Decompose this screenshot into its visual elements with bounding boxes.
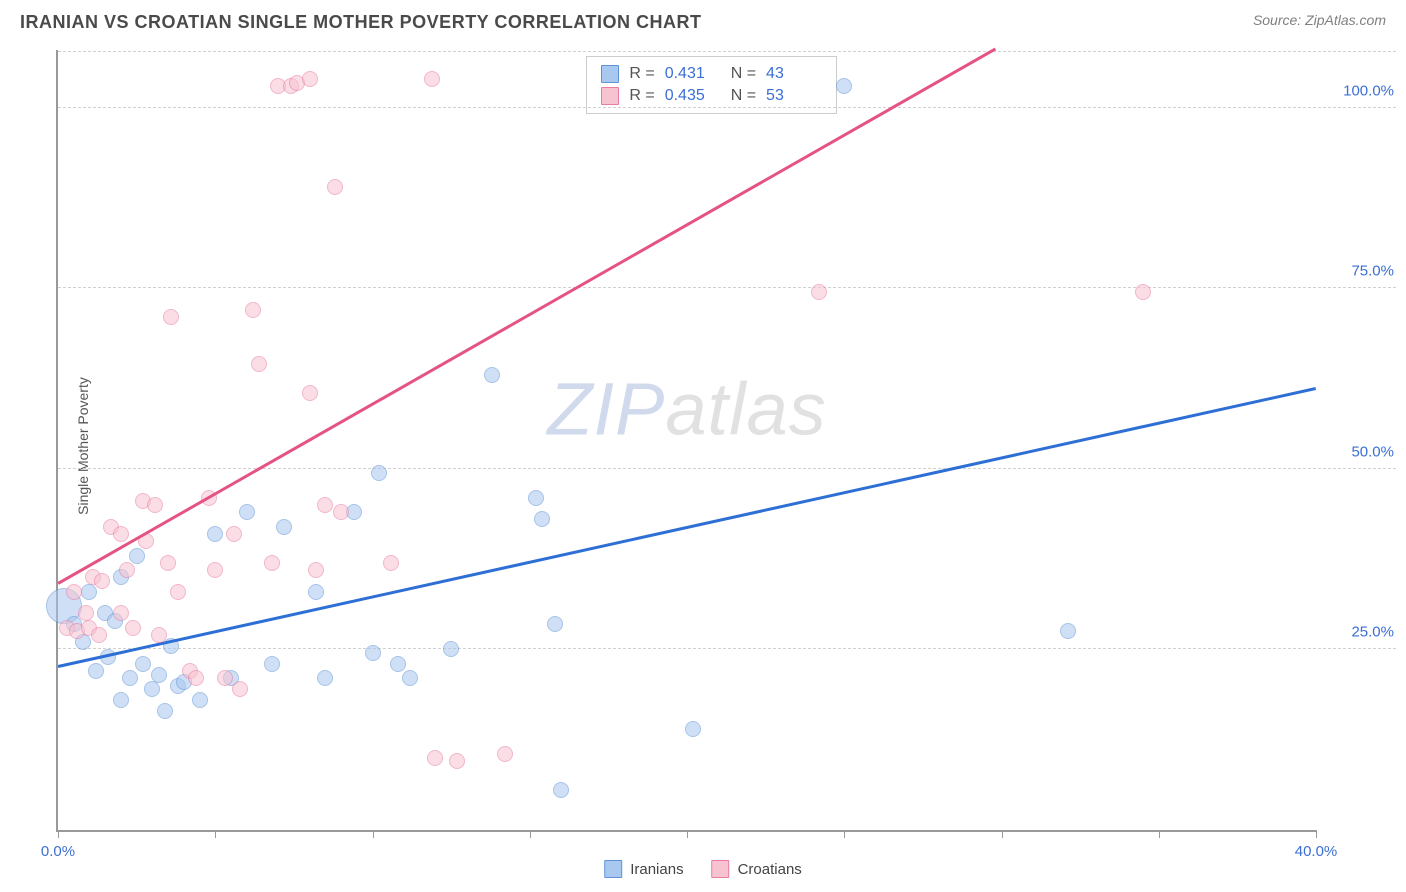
scatter-plot: ZIPatlas R = 0.431 N = 43 R = 0.435 N = … (56, 50, 1316, 832)
data-point (402, 670, 418, 686)
y-tick-label: 50.0% (1351, 443, 1394, 460)
chart-title: IRANIAN VS CROATIAN SINGLE MOTHER POVERT… (20, 12, 702, 33)
data-point (151, 627, 167, 643)
data-point (160, 555, 176, 571)
data-point (302, 71, 318, 87)
data-point (66, 584, 82, 600)
grid-line (58, 648, 1396, 649)
x-tick (1159, 830, 1160, 838)
data-point (365, 645, 381, 661)
data-point (94, 573, 110, 589)
data-point (427, 750, 443, 766)
data-point (264, 555, 280, 571)
x-tick (1002, 830, 1003, 838)
data-point (207, 562, 223, 578)
data-point (390, 656, 406, 672)
data-point (484, 367, 500, 383)
series-legend: Iranians Croatians (604, 860, 802, 878)
data-point (534, 511, 550, 527)
data-point (685, 721, 701, 737)
x-tick (687, 830, 688, 838)
y-tick-label: 25.0% (1351, 624, 1394, 641)
data-point (276, 519, 292, 535)
data-point (449, 753, 465, 769)
data-point (383, 555, 399, 571)
y-tick-label: 100.0% (1343, 82, 1394, 99)
grid-line (58, 107, 1396, 108)
data-point (91, 627, 107, 643)
data-point (113, 692, 129, 708)
chart-header: IRANIAN VS CROATIAN SINGLE MOTHER POVERT… (0, 0, 1406, 41)
data-point (302, 385, 318, 401)
data-point (192, 692, 208, 708)
legend-item-iranians: Iranians (604, 860, 683, 878)
data-point (157, 703, 173, 719)
swatch-iranians (601, 65, 619, 83)
data-point (207, 526, 223, 542)
data-point (245, 302, 261, 318)
data-point (811, 284, 827, 300)
data-point (264, 656, 280, 672)
data-point (547, 616, 563, 632)
data-point (188, 670, 204, 686)
data-point (113, 526, 129, 542)
data-point (308, 562, 324, 578)
data-point (239, 504, 255, 520)
data-point (371, 465, 387, 481)
data-point (125, 620, 141, 636)
data-point (424, 71, 440, 87)
data-point (144, 681, 160, 697)
data-point (163, 309, 179, 325)
data-point (317, 670, 333, 686)
x-tick (530, 830, 531, 838)
stats-legend: R = 0.431 N = 43 R = 0.435 N = 53 (586, 56, 837, 114)
data-point (88, 663, 104, 679)
watermark: ZIPatlas (547, 366, 826, 451)
data-point (119, 562, 135, 578)
data-point (232, 681, 248, 697)
data-point (308, 584, 324, 600)
trend-line (58, 387, 1317, 667)
data-point (226, 526, 242, 542)
data-point (327, 179, 343, 195)
data-point (333, 504, 349, 520)
x-tick (1316, 830, 1317, 838)
x-tick-label: 0.0% (41, 843, 75, 860)
legend-swatch-iranians (604, 860, 622, 878)
y-tick-label: 75.0% (1351, 263, 1394, 280)
stats-row-iranians: R = 0.431 N = 43 (601, 63, 822, 85)
data-point (317, 497, 333, 513)
x-tick (215, 830, 216, 838)
data-point (251, 356, 267, 372)
x-tick (844, 830, 845, 838)
data-point (443, 641, 459, 657)
data-point (135, 656, 151, 672)
legend-item-croatians: Croatians (712, 860, 802, 878)
data-point (129, 548, 145, 564)
grid-line (58, 287, 1396, 288)
data-point (113, 605, 129, 621)
stats-row-croatians: R = 0.435 N = 53 (601, 85, 822, 107)
trend-line (57, 48, 995, 585)
x-tick (58, 830, 59, 838)
data-point (122, 670, 138, 686)
x-tick-label: 40.0% (1295, 843, 1338, 860)
data-point (78, 605, 94, 621)
grid-line (58, 51, 1396, 52)
data-point (151, 667, 167, 683)
data-point (217, 670, 233, 686)
data-point (1060, 623, 1076, 639)
legend-swatch-croatians (712, 860, 730, 878)
data-point (170, 584, 186, 600)
data-point (553, 782, 569, 798)
data-point (1135, 284, 1151, 300)
swatch-croatians (601, 87, 619, 105)
source-credit: Source: ZipAtlas.com (1253, 12, 1386, 28)
data-point (528, 490, 544, 506)
x-tick (373, 830, 374, 838)
data-point (836, 78, 852, 94)
data-point (497, 746, 513, 762)
data-point (147, 497, 163, 513)
